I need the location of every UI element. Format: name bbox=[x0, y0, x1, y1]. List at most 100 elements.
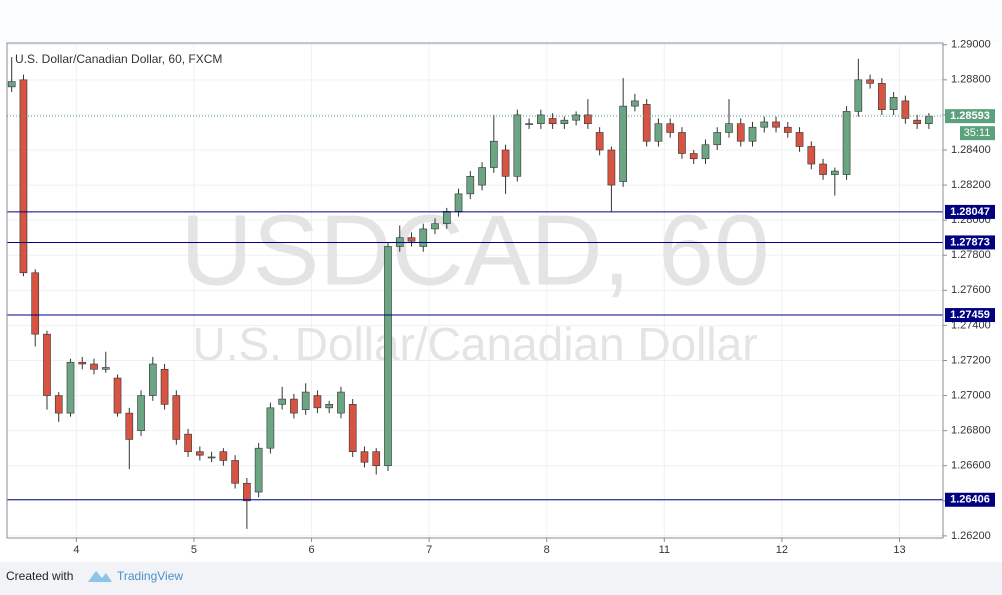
candle-body bbox=[278, 398, 286, 405]
candle-body bbox=[678, 132, 686, 154]
candle-body bbox=[184, 433, 192, 452]
candle-body bbox=[196, 451, 204, 456]
candle-body bbox=[560, 119, 569, 124]
candle-body bbox=[148, 363, 157, 396]
candle-body bbox=[819, 163, 827, 175]
candle-body bbox=[772, 121, 780, 128]
candle-body bbox=[31, 272, 40, 335]
level-label-box bbox=[945, 308, 995, 323]
level-label: 1.27459 bbox=[950, 309, 990, 321]
candle-body bbox=[572, 114, 580, 121]
candle-body bbox=[7, 81, 16, 88]
candle-body bbox=[713, 132, 722, 146]
candle-body bbox=[619, 105, 627, 182]
level-label-box bbox=[945, 204, 995, 219]
toolbar-strip bbox=[0, 0, 1002, 42]
candle-body bbox=[489, 140, 498, 168]
candle-body bbox=[372, 451, 381, 467]
candle-body bbox=[160, 368, 169, 405]
candle-body bbox=[348, 404, 357, 452]
candle-body bbox=[725, 123, 733, 133]
x-tick-label: 6 bbox=[308, 544, 314, 556]
candle-body bbox=[301, 391, 310, 410]
candle-body bbox=[325, 404, 334, 409]
candle-body bbox=[607, 149, 616, 186]
candle-body bbox=[43, 333, 51, 396]
candle-body bbox=[313, 395, 322, 409]
chart-title: U.S. Dollar/Canadian Dollar, 60, FXCM bbox=[15, 52, 222, 66]
candle-body bbox=[231, 460, 239, 484]
y-tick-label: 1.28800 bbox=[951, 74, 991, 86]
candle-body bbox=[454, 193, 463, 212]
candle-body bbox=[760, 121, 769, 128]
last-price-label: 1.28593 bbox=[950, 110, 990, 122]
y-tick-label: 1.27800 bbox=[951, 249, 991, 261]
candle-body bbox=[689, 153, 698, 160]
candle-body bbox=[925, 115, 933, 124]
candle-body bbox=[889, 97, 898, 110]
y-tick-label: 1.28200 bbox=[951, 179, 991, 191]
candle-body bbox=[642, 104, 651, 142]
candle-body bbox=[866, 79, 874, 84]
candle-body bbox=[442, 211, 451, 224]
y-tick-label: 1.27200 bbox=[951, 354, 991, 366]
candle-body bbox=[101, 367, 110, 370]
y-tick-label: 1.28400 bbox=[951, 144, 991, 156]
candle-body bbox=[913, 119, 921, 124]
candle-body bbox=[666, 123, 675, 133]
candle-body bbox=[584, 114, 592, 124]
candle-body bbox=[748, 126, 757, 142]
candle-body bbox=[795, 132, 804, 147]
candle-body bbox=[219, 451, 228, 461]
x-tick-label: 7 bbox=[426, 544, 432, 556]
candle-body bbox=[807, 146, 816, 165]
footer-brand[interactable]: TradingView bbox=[117, 569, 183, 583]
candle-body bbox=[595, 132, 604, 151]
candle-body bbox=[19, 79, 28, 274]
countdown-box bbox=[960, 126, 995, 141]
y-tick-label: 1.27000 bbox=[951, 389, 991, 401]
candle-body bbox=[54, 395, 63, 414]
axis-labels: 1.290001.288001.286001.284001.282001.280… bbox=[73, 39, 995, 556]
footer-bar bbox=[0, 562, 1002, 595]
last-price-box bbox=[945, 109, 995, 124]
candle-body bbox=[172, 395, 181, 440]
candle-body bbox=[254, 447, 263, 493]
x-tick-label: 12 bbox=[776, 544, 788, 556]
x-tick-label: 11 bbox=[659, 544, 670, 556]
candle-body bbox=[125, 412, 134, 440]
candle-body bbox=[137, 395, 145, 431]
candle-body bbox=[243, 482, 251, 502]
y-tick-label: 1.27600 bbox=[951, 284, 991, 296]
candle-body bbox=[478, 167, 486, 186]
candle-body bbox=[466, 176, 475, 195]
candle-body bbox=[113, 377, 122, 414]
candle-body bbox=[901, 100, 910, 119]
y-tick-label: 1.26200 bbox=[951, 530, 991, 542]
candle-body bbox=[513, 114, 522, 177]
candle-body bbox=[654, 123, 663, 142]
candle-body bbox=[90, 363, 98, 370]
candle-body bbox=[419, 228, 428, 247]
footer-created-with: Created with bbox=[6, 569, 73, 583]
candle-body bbox=[431, 223, 439, 230]
watermark: USDCAD, 60 bbox=[180, 194, 769, 306]
level-label: 1.27873 bbox=[950, 236, 990, 248]
x-tick-label: 5 bbox=[191, 544, 197, 556]
candle-body bbox=[830, 170, 839, 175]
x-tick-label: 13 bbox=[893, 544, 905, 556]
candle-body bbox=[631, 100, 639, 107]
grid bbox=[7, 43, 943, 538]
candle-body bbox=[66, 361, 75, 414]
candle-body bbox=[842, 111, 851, 175]
level-label: 1.26406 bbox=[950, 494, 990, 506]
candle-body bbox=[783, 126, 792, 133]
candle-body bbox=[78, 361, 87, 365]
candle-body bbox=[207, 456, 216, 459]
level-label-box bbox=[945, 492, 995, 507]
candle-body bbox=[501, 149, 510, 177]
candle-body bbox=[266, 407, 275, 449]
candle-body bbox=[407, 237, 416, 242]
